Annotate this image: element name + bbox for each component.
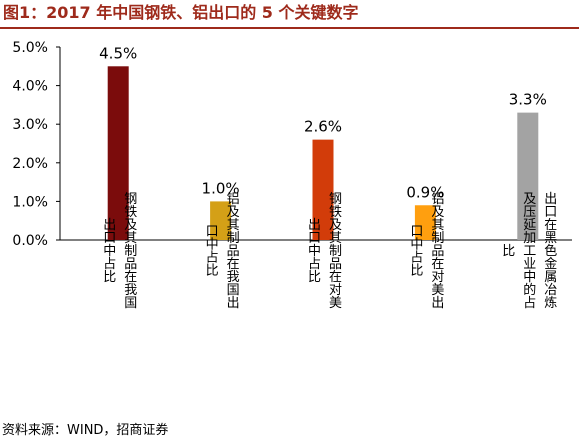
source-note: 资料来源：WIND，招商证券	[2, 423, 169, 438]
bar	[312, 139, 334, 240]
data-label: 1.0%	[202, 179, 240, 197]
data-label: 3.3%	[509, 91, 547, 109]
data-label: 0.9%	[406, 183, 444, 201]
category-label-line: 出口在黑色金属冶炼	[541, 192, 557, 309]
category-label-line: 口中占比	[407, 224, 422, 277]
category-label-line: 铝及其制品在我国出	[224, 192, 240, 309]
bar	[107, 66, 129, 240]
data-label: 4.5%	[99, 44, 137, 62]
category-label-line: 钢铁及其制品在对美	[326, 192, 342, 309]
title-divider	[0, 27, 579, 29]
category-label-line: 比	[499, 244, 514, 258]
category-label-line: 及压延加工业中的占	[520, 192, 536, 309]
bar	[414, 205, 436, 240]
page-title: 图1：2017 年中国钢铁、铝出口的 5 个关键数字	[3, 3, 359, 22]
category-label-line: 出口中占比	[305, 218, 320, 284]
y-tick-label: 2.0%	[12, 156, 48, 172]
category-label-line: 钢铁及其制品在我国	[121, 192, 137, 309]
category-label-line: 出口中占比	[100, 218, 115, 284]
category-label-line: 口中占比	[203, 224, 218, 277]
y-tick-label: 1.0%	[12, 194, 48, 210]
y-tick-label: 0.0%	[12, 233, 48, 249]
category-label-line: 铝及其制品在对美出	[428, 192, 444, 309]
bar	[210, 201, 232, 240]
y-tick-label: 4.0%	[12, 79, 48, 95]
bar	[517, 112, 539, 240]
y-tick-label: 3.0%	[12, 117, 48, 133]
data-label: 2.6%	[304, 118, 342, 136]
y-tick-label: 5.0%	[12, 40, 48, 56]
